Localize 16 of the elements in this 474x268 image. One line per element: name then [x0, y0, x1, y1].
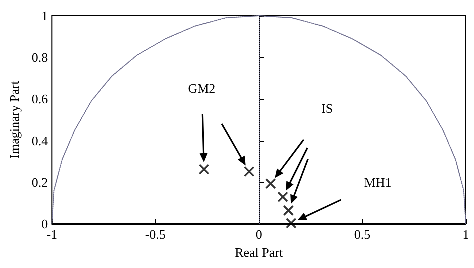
y-tick-label: 0 [42, 216, 48, 232]
y-axis-title: Imaginary Part [7, 80, 22, 159]
x-axis-title: Real Part [235, 245, 284, 260]
x-tick-label: -0.5 [145, 227, 166, 242]
annotation: MH1 [364, 174, 392, 191]
x-tick-label: 0.5 [354, 227, 371, 242]
y-tick-label: 1 [42, 8, 48, 24]
annotation: GM2 [188, 81, 216, 97]
y-tick-label: 0.2 [32, 174, 48, 190]
y-tick-label: 0.4 [32, 133, 49, 148]
y-tick-label: 0.6 [32, 92, 49, 107]
x-tick-label: -1 [46, 227, 58, 242]
annotation: IS [322, 100, 334, 117]
y-tick-label: 0.8 [32, 50, 48, 66]
x-tick-label: 0 [256, 227, 262, 242]
x-tick-label: 1 [462, 227, 470, 242]
